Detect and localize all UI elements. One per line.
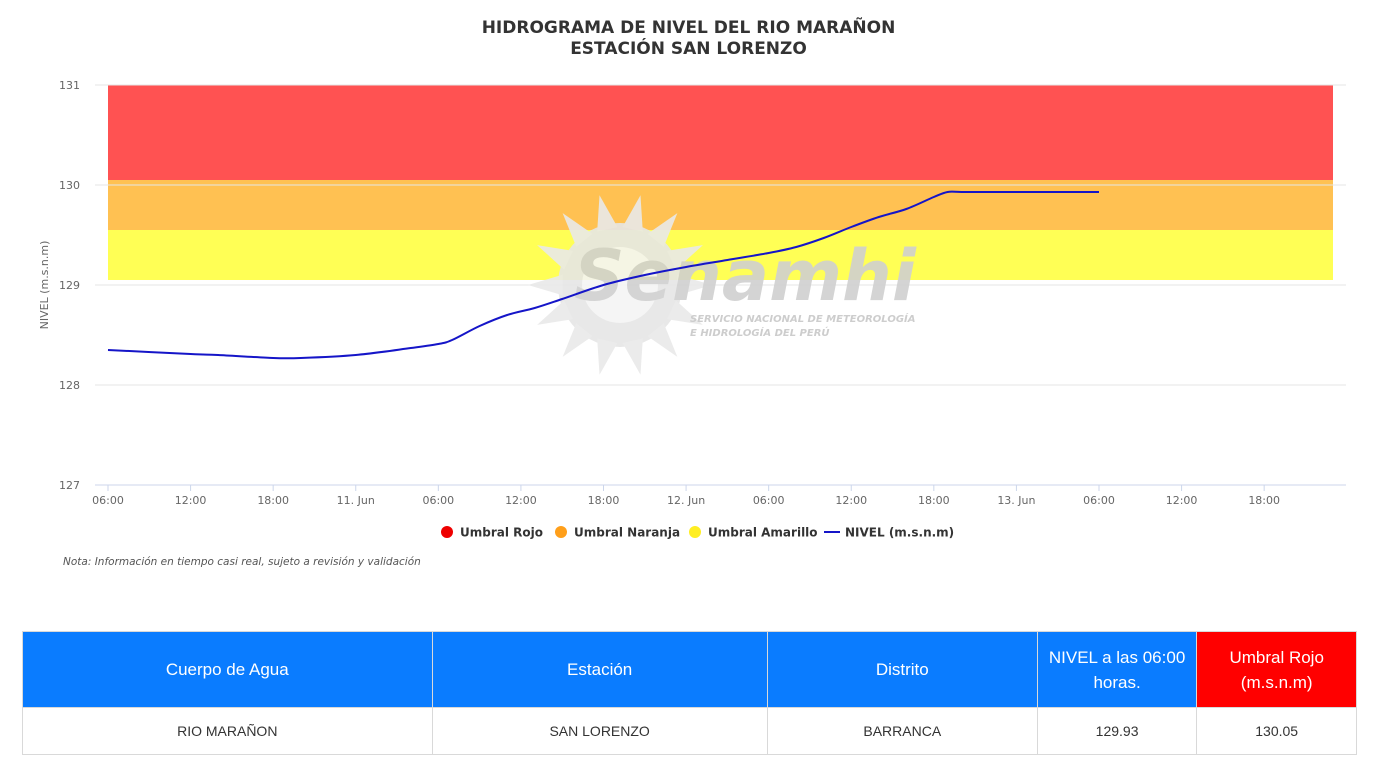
sun-ray-shape bbox=[622, 338, 643, 375]
y-tick-label: 130 bbox=[59, 179, 80, 192]
x-tick-label: 18:00 bbox=[588, 494, 620, 507]
x-tick-label: 18:00 bbox=[918, 494, 950, 507]
x-tick-label: 12:00 bbox=[505, 494, 537, 507]
sun-ray-shape bbox=[597, 195, 618, 232]
sun-ray-shape bbox=[647, 213, 678, 247]
header-umbral-rojo: Umbral Rojo (m.s.n.m) bbox=[1196, 631, 1357, 708]
threshold-band-rojo bbox=[108, 85, 1333, 180]
watermark-subtitle-2: E HIDROLOGÍA DEL PERÚ bbox=[690, 326, 830, 339]
threshold-band-naranja bbox=[108, 180, 1333, 230]
x-tick-label: 12:00 bbox=[175, 494, 207, 507]
header-estacion: Estación bbox=[431, 631, 768, 708]
watermark-subtitle-1: SERVICIO NACIONAL DE METEOROLOGÍA bbox=[690, 312, 916, 325]
sun-ray-shape bbox=[666, 245, 703, 270]
x-tick-label: 11. Jun bbox=[337, 494, 375, 507]
cell-umbral-rojo: 130.05 bbox=[1196, 707, 1357, 755]
x-tick-label: 18:00 bbox=[257, 494, 289, 507]
sun-ray-shape bbox=[647, 323, 678, 357]
note-text: Nota: Información en tiempo casi real, s… bbox=[63, 556, 421, 568]
chart-legend: Umbral Rojo Umbral Naranja Umbral Amarillo… bbox=[441, 526, 954, 540]
header-cuerpo-de-agua: Cuerpo de Agua bbox=[22, 631, 433, 708]
table-header-row: Cuerpo de Agua Estación Distrito NIVEL a… bbox=[22, 631, 1357, 708]
sun-ray-shape bbox=[562, 323, 593, 357]
y-tick-label: 128 bbox=[59, 379, 80, 392]
watermark-brand: Senamhi bbox=[574, 235, 917, 317]
table-row: RIO MARAÑON SAN LORENZO BARRANCA 129.93 … bbox=[22, 707, 1357, 755]
x-tick-label: 12:00 bbox=[835, 494, 867, 507]
chart-title-line2: ESTACIÓN SAN LORENZO bbox=[570, 39, 807, 59]
legend-item-label[interactable]: Umbral Amarillo bbox=[708, 526, 818, 540]
cell-nivel: 129.93 bbox=[1036, 707, 1198, 755]
x-tick-label: 12:00 bbox=[1166, 494, 1198, 507]
header-nivel: NIVEL a las 06:00 horas. bbox=[1036, 631, 1198, 708]
legend-marker-2 bbox=[689, 526, 701, 538]
sun-ray-shape bbox=[677, 274, 712, 296]
sun-ray-shape bbox=[528, 274, 563, 296]
sun-ray-shape bbox=[622, 195, 643, 232]
legend-marker-0 bbox=[441, 526, 453, 538]
x-tick-label: 13. Jun bbox=[997, 494, 1035, 507]
sun-ray-shape bbox=[537, 300, 574, 325]
x-tick-label: 06:00 bbox=[92, 494, 124, 507]
sun-ray-shape bbox=[562, 213, 593, 247]
senamhi-watermark: Senamhi SERVICIO NACIONAL DE METEOROLOGÍ… bbox=[528, 195, 917, 375]
series-line-nivel bbox=[107, 190, 1099, 360]
header-distrito: Distrito bbox=[766, 631, 1038, 708]
y-tick-label: 129 bbox=[59, 279, 80, 292]
threshold-band-amarillo bbox=[108, 230, 1333, 280]
legend-marker-1 bbox=[555, 526, 567, 538]
y-axis-label: NIVEL (m.s.n.m) bbox=[38, 241, 51, 330]
sun-ray-shape bbox=[666, 300, 703, 325]
y-tick-label: 127 bbox=[59, 479, 80, 492]
legend-item-label[interactable]: NIVEL (m.s.n.m) bbox=[845, 526, 954, 540]
chart-title-line1: HIDROGRAMA DE NIVEL DEL RIO MARAÑON bbox=[481, 18, 896, 38]
x-tick-label: 06:00 bbox=[1083, 494, 1115, 507]
hydrograph-chart: Senamhi SERVICIO NACIONAL DE METEOROLOGÍ… bbox=[38, 79, 1346, 540]
chart-title: HIDROGRAMA DE NIVEL DEL RIO MARAÑON ESTA… bbox=[0, 18, 1377, 60]
x-tick-label: 18:00 bbox=[1248, 494, 1280, 507]
cell-cuerpo-de-agua: RIO MARAÑON bbox=[22, 707, 433, 755]
y-tick-label: 131 bbox=[59, 79, 80, 92]
cell-distrito: BARRANCA bbox=[766, 707, 1038, 755]
legend-item-label[interactable]: Umbral Naranja bbox=[574, 526, 680, 540]
legend-item-label[interactable]: Umbral Rojo bbox=[460, 526, 543, 540]
x-tick-label: 06:00 bbox=[422, 494, 454, 507]
x-tick-label: 06:00 bbox=[753, 494, 785, 507]
cell-estacion: SAN LORENZO bbox=[431, 707, 768, 755]
sun-ray-shape bbox=[597, 338, 618, 375]
sun-ray-shape bbox=[537, 245, 574, 270]
x-tick-label: 12. Jun bbox=[667, 494, 705, 507]
sun-logo-icon bbox=[528, 195, 712, 375]
station-table: Cuerpo de Agua Estación Distrito NIVEL a… bbox=[22, 631, 1357, 755]
